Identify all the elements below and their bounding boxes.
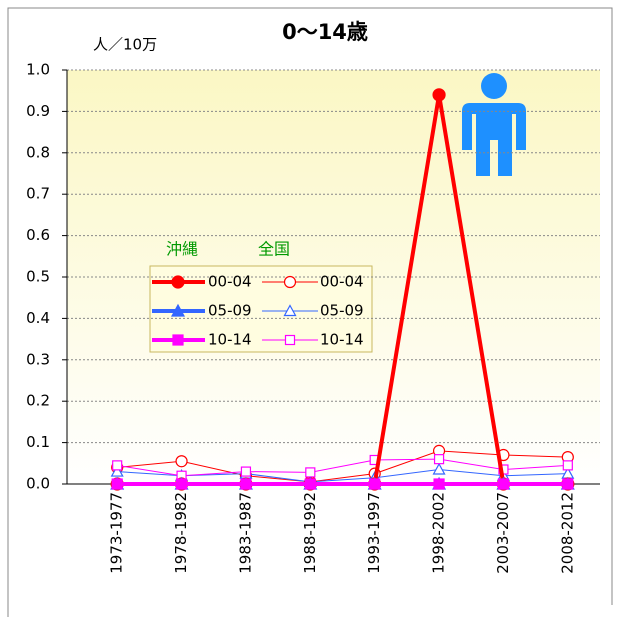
marker xyxy=(240,466,252,477)
legend-marker xyxy=(172,334,184,346)
chart-title: 0～14歳 xyxy=(282,20,368,44)
x-tick-label: 1983-1987 xyxy=(236,492,254,574)
x-tick-label: 1993-1997 xyxy=(365,492,383,574)
legend-label: 10-14 xyxy=(208,331,252,349)
legend-label: 00-04 xyxy=(320,273,364,291)
y-tick-label: 1.0 xyxy=(26,61,50,79)
y-unit: 人／10万 xyxy=(93,36,157,54)
y-tick-label: 0.6 xyxy=(26,226,50,244)
series-line xyxy=(117,458,568,477)
marker xyxy=(562,460,573,471)
y-tick-label: 0.3 xyxy=(26,350,50,368)
legend-label: 10-14 xyxy=(320,331,364,349)
legend-label: 05-09 xyxy=(320,302,364,320)
x-tick-label: 2003-2007 xyxy=(494,492,512,574)
series-line xyxy=(117,450,568,483)
chart-border xyxy=(7,7,613,617)
legend-group: 沖縄 xyxy=(166,240,198,259)
y-tick-label: 0.8 xyxy=(26,143,50,161)
legend-marker xyxy=(283,275,297,289)
marker xyxy=(433,478,445,490)
marker xyxy=(369,478,381,490)
marker xyxy=(497,478,510,490)
marker xyxy=(175,455,188,468)
y-tick-label: 0.1 xyxy=(26,433,50,451)
marker xyxy=(432,462,446,475)
legend-marker xyxy=(170,303,186,317)
x-tick-label: 1973-1977 xyxy=(108,492,126,574)
marker xyxy=(432,88,446,102)
person-icon xyxy=(462,73,526,176)
marker xyxy=(305,467,316,478)
legend-marker xyxy=(283,304,297,317)
legend-label: 00-04 xyxy=(208,273,252,291)
legend-label: 05-09 xyxy=(208,302,252,320)
marker xyxy=(111,478,123,490)
y-tick-label: 0.9 xyxy=(26,102,50,120)
marker xyxy=(110,464,124,477)
marker xyxy=(175,478,188,490)
x-tick-label: 1998-2002 xyxy=(430,492,448,574)
legend-group: 全国 xyxy=(258,240,290,259)
y-tick-label: 0.2 xyxy=(26,392,50,410)
marker xyxy=(433,454,445,465)
x-tick-label: 1988-1992 xyxy=(301,492,319,574)
marker xyxy=(562,478,574,490)
x-tick-label: 1978-1982 xyxy=(172,492,190,574)
marker xyxy=(240,478,252,490)
legend-marker xyxy=(171,275,185,289)
marker xyxy=(304,478,316,490)
y-tick-label: 0.4 xyxy=(26,309,50,327)
y-tick-label: 0.7 xyxy=(26,185,50,203)
marker xyxy=(112,460,123,471)
legend-marker xyxy=(284,334,296,346)
y-tick-label: 0.5 xyxy=(26,268,50,286)
y-tick-label: 0.0 xyxy=(26,475,50,493)
x-tick-label: 2008-2012 xyxy=(558,492,576,574)
